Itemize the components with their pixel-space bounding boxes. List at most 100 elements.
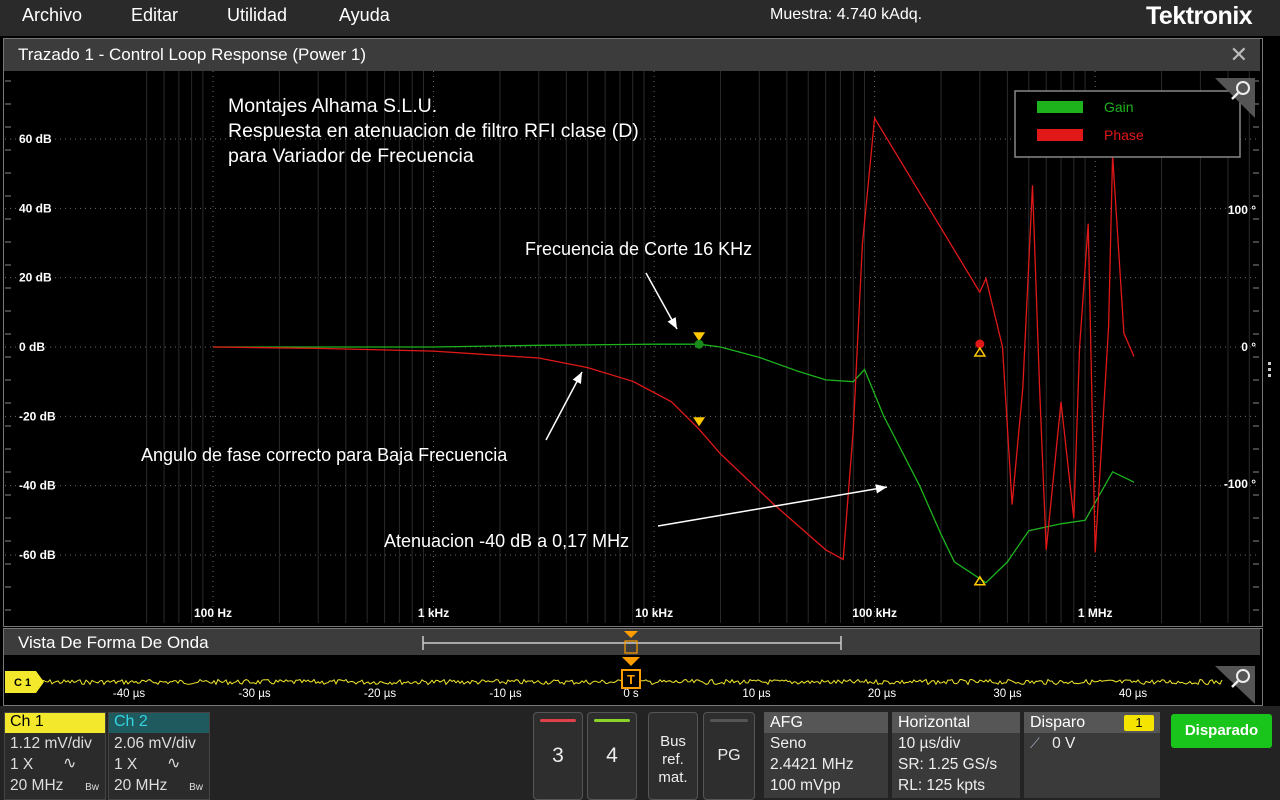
close-icon[interactable]: ✕ [1229, 42, 1248, 67]
cursor-dot [694, 339, 704, 349]
afg-waveform: Seno [770, 735, 807, 752]
cursor-marker [693, 417, 706, 427]
menu-bar: Archivo Editar Utilidad Ayuda Muestra: 4… [0, 0, 1280, 36]
time-axis-label: 30 µs [993, 688, 1022, 700]
acquisition-state-button[interactable]: Disparado [1171, 714, 1272, 748]
ch1-level-tag [5, 671, 44, 693]
y-left-tick-label: 0 dB [19, 340, 45, 354]
pg-button[interactable]: PG [703, 712, 755, 800]
time-axis-label: 0 s [623, 688, 639, 700]
annotation-arrowhead [875, 484, 887, 494]
side-panel-handle[interactable] [1268, 362, 1272, 380]
annotation-company: Montajes Alhama S.L.U. [228, 95, 438, 117]
afg-title: AFG [764, 712, 888, 733]
plot-title: Trazado 1 - Control Loop Response (Power… [18, 45, 367, 64]
ch1-probe: 1 X [10, 756, 34, 773]
annotation-cutoff: Frecuencia de Corte 16 KHz [525, 239, 753, 259]
trigger-tag-icon [621, 669, 641, 689]
cursor-dot [975, 339, 985, 349]
y-right-tick-label: 0 ° [1241, 340, 1256, 354]
afg-badge[interactable]: AFG Seno 2.4421 MHz 100 mVpp [764, 712, 888, 798]
ch2-probe: 1 X [114, 756, 138, 773]
ch2-badge[interactable]: Ch 2 2.06 mV/div 1 X ∿ 20 MHz Bw [108, 712, 210, 800]
ch1-bw: 20 MHz [10, 777, 64, 794]
chart-annotation-title: Montajes Alhama S.L.U. Respuesta en aten… [228, 94, 639, 169]
annotation-subtitle-1: Respuesta en atenuacion de filtro RFI cl… [228, 120, 639, 142]
y-left-tick-label: 40 dB [19, 201, 52, 215]
trigger-position-icon [624, 631, 638, 638]
ch3-color-bar [540, 719, 576, 722]
series-phase-line [212, 116, 1135, 561]
ch2-probe-row: 1 X ∿ [109, 754, 209, 775]
ch4-button[interactable]: 4 [587, 712, 637, 800]
trigger-mini-icon [624, 640, 638, 654]
menu-utilidad[interactable]: Utilidad [227, 5, 288, 25]
trigger-title: Disparo [1030, 714, 1086, 731]
menu-editar[interactable]: Editar [131, 5, 179, 25]
trigger-source-badge: 1 [1124, 715, 1154, 731]
legend-label: Gain [1104, 99, 1134, 115]
ch1-bw-row: 20 MHz Bw [5, 775, 105, 796]
trigger-badge[interactable]: Disparo 1 ⟋ 0 V [1024, 712, 1160, 798]
horizontal-record-length: RL: 125 kpts [898, 777, 986, 794]
bandwidth-limit-icon: Bw [189, 782, 203, 793]
annotation-subtitle-2: para Variador de Frecuencia [228, 145, 474, 167]
y-left-tick-label: -60 dB [19, 548, 56, 562]
magnifier-icon-lens [1236, 81, 1250, 95]
trigger-header: Disparo 1 [1024, 712, 1160, 733]
magnifier-icon-handle [1231, 92, 1239, 100]
annotation-phase-note: Angulo de fase correcto para Baja Frecue… [141, 445, 508, 465]
magnifier-icon [1215, 78, 1255, 118]
waveform-view-title: Vista De Forma De Onda [18, 633, 209, 652]
ch4-label: 4 [606, 744, 618, 767]
x-tick-label: 100 Hz [194, 606, 232, 620]
trigger-body: ⟋ 0 V [1024, 733, 1160, 798]
magnifier-icon-handle [1231, 680, 1239, 688]
x-tick-label: 10 kHz [635, 606, 673, 620]
acquisition-count: Muestra: 4.740 kAdq. [770, 6, 923, 23]
annotation-arrow [657, 486, 888, 527]
afg-amplitude: 100 mVpp [770, 777, 841, 794]
bus-ref-math-button[interactable]: Bus ref. mat. [648, 712, 698, 800]
time-axis-label: -20 µs [364, 688, 396, 700]
ch4-color-bar [594, 719, 630, 722]
horizontal-scale: 10 µs/div [898, 735, 961, 752]
menu-ayuda[interactable]: Ayuda [339, 5, 390, 25]
time-axis-label: 40 µs [1119, 688, 1148, 700]
horizontal-title: Horizontal [892, 712, 1020, 733]
y-left-tick-label: -20 dB [19, 409, 56, 423]
annotation-arrow [545, 371, 583, 441]
legend-swatch [1037, 129, 1083, 141]
ch1-tag-label: C 1 [14, 677, 31, 689]
cursor-marker [693, 332, 706, 342]
x-tick-label: 1 MHz [1078, 606, 1113, 620]
ch1-vdiv: 1.12 mV/div [10, 735, 92, 752]
cursor-outline-marker [973, 575, 987, 586]
horizontal-badge[interactable]: Horizontal 10 µs/div SR: 1.25 GS/s RL: 1… [892, 712, 1020, 798]
legend-label: Phase [1104, 127, 1144, 143]
annotation-arrowhead [667, 317, 677, 329]
ch2-title: Ch 2 [109, 713, 209, 733]
time-axis-label: 20 µs [868, 688, 897, 700]
ch1-badge[interactable]: Ch 1 1.12 mV/div 1 X ∿ 20 MHz Bw [4, 712, 106, 800]
trigger-level-row: ⟋ 0 V [1024, 733, 1160, 754]
ch3-button[interactable]: 3 [533, 712, 583, 800]
time-axis-label: -40 µs [113, 688, 145, 700]
horizontal-sample-rate: SR: 1.25 GS/s [898, 756, 998, 773]
horizontal-body: 10 µs/div SR: 1.25 GS/s RL: 125 kpts [892, 733, 1020, 798]
x-tick-label: 100 kHz [852, 606, 897, 620]
bandwidth-limit-icon: Bw [85, 782, 99, 793]
pg-label: PG [717, 747, 741, 764]
annotation-attenuation: Atenuacion -40 dB a 0,17 MHz [384, 531, 630, 551]
time-axis-label: -30 µs [238, 688, 270, 700]
ac-wave-icon: ∿ [63, 755, 77, 772]
busref-line-2: ref. [662, 751, 684, 768]
annotation-arrowhead [572, 372, 582, 384]
time-axis-label: -10 µs [489, 688, 521, 700]
y-left-tick-label: 20 dB [19, 271, 52, 285]
busref-line-1: Bus [660, 733, 686, 750]
menu-archivo[interactable]: Archivo [22, 5, 83, 25]
y-left-tick-label: -40 dB [19, 479, 56, 493]
